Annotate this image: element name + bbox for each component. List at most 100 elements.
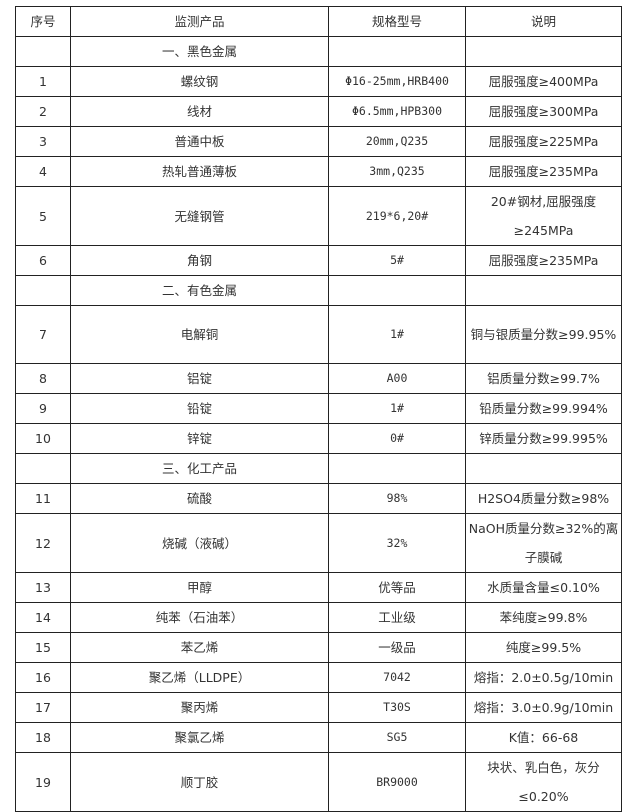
empty-cell [328,36,466,67]
empty-cell [328,275,466,306]
section-title: 一、黑色金属 [70,36,329,67]
cell-product: 普通中板 [70,126,329,157]
cell-no: 13 [15,572,71,603]
cell-desc: 铅质量分数≥99.994% [465,393,622,424]
cell-no: 9 [15,393,71,424]
cell-no: 19 [15,752,71,812]
cell-spec: 优等品 [328,572,466,603]
cell-product: 顺丁胶 [70,752,329,812]
cell-spec: 7042 [328,662,466,693]
header-spec: 规格型号 [328,6,466,37]
cell-desc: 20#钢材,屈服强度≥245MPa [465,186,622,246]
cell-desc: 块状、乳白色，灰分≤0.20% [465,752,622,812]
cell-desc: 屈服强度≥400MPa [465,66,622,97]
table-row: 1 螺纹钢 Φ16-25mm,HRB400 屈服强度≥400MPa [15,66,622,97]
table-row: 3 普通中板 20mm,Q235 屈服强度≥225MPa [15,126,622,157]
cell-spec: SG5 [328,722,466,753]
empty-cell [15,275,71,306]
header-no: 序号 [15,6,71,37]
cell-spec: 98% [328,483,466,514]
cell-no: 16 [15,662,71,693]
cell-desc: 纯度≥99.5% [465,632,622,663]
table-row: 2 线材 Φ6.5mm,HPB300 屈服强度≥300MPa [15,96,622,127]
table-row: 6 角钢 5# 屈服强度≥235MPa [15,245,622,276]
cell-no: 4 [15,156,71,187]
cell-spec: A00 [328,363,466,394]
cell-spec: Φ16-25mm,HRB400 [328,66,466,97]
cell-no: 11 [15,483,71,514]
cell-desc: 屈服强度≥225MPa [465,126,622,157]
table-row: 14 纯苯（石油苯） 工业级 苯纯度≥99.8% [15,602,622,633]
empty-cell [465,36,622,67]
cell-desc: 水质量含量≤0.10% [465,572,622,603]
table-row: 4 热轧普通薄板 3mm,Q235 屈服强度≥235MPa [15,156,622,187]
cell-no: 14 [15,602,71,633]
empty-cell [15,36,71,67]
table-row: 10 锌锭 0# 锌质量分数≥99.995% [15,423,622,454]
cell-product: 铅锭 [70,393,329,424]
table-row: 11 硫酸 98% H2SO4质量分数≥98% [15,483,622,514]
cell-no: 1 [15,66,71,97]
header-desc: 说明 [465,6,622,37]
cell-no: 8 [15,363,71,394]
cell-spec: 工业级 [328,602,466,633]
cell-desc: 熔指：2.0±0.5g/10min [465,662,622,693]
header-product: 监测产品 [70,6,329,37]
cell-spec: T30S [328,692,466,723]
cell-desc: 铝质量分数≥99.7% [465,363,622,394]
table-row: 8 铝锭 A00 铝质量分数≥99.7% [15,363,622,394]
cell-desc: 屈服强度≥300MPa [465,96,622,127]
cell-spec: 32% [328,513,466,573]
cell-desc: 熔指：3.0±0.9g/10min [465,692,622,723]
cell-product: 甲醇 [70,572,329,603]
cell-no: 17 [15,692,71,723]
cell-no: 15 [15,632,71,663]
cell-desc: H2SO4质量分数≥98% [465,483,622,514]
table-row: 9 铅锭 1# 铅质量分数≥99.994% [15,393,622,424]
empty-cell [465,275,622,306]
section-title: 二、有色金属 [70,275,329,306]
section-row: 二、有色金属 [15,275,622,306]
cell-desc: 锌质量分数≥99.995% [465,423,622,454]
header-row: 序号 监测产品 规格型号 说明 [15,6,622,37]
product-table: 序号 监测产品 规格型号 说明 一、黑色金属 1 螺纹钢 Φ16-25mm,HRB40… [15,6,622,812]
cell-spec: Φ6.5mm,HPB300 [328,96,466,127]
cell-no: 2 [15,96,71,127]
section-row: 一、黑色金属 [15,36,622,67]
section-row: 三、化工产品 [15,453,622,484]
cell-product: 热轧普通薄板 [70,156,329,187]
cell-product: 铝锭 [70,363,329,394]
empty-cell [15,453,71,484]
empty-cell [465,453,622,484]
cell-spec: 0# [328,423,466,454]
cell-product: 苯乙烯 [70,632,329,663]
table-row: 17 聚丙烯 T30S 熔指：3.0±0.9g/10min [15,692,622,723]
cell-product: 线材 [70,96,329,127]
cell-spec: 20mm,Q235 [328,126,466,157]
cell-desc: 屈服强度≥235MPa [465,156,622,187]
cell-no: 6 [15,245,71,276]
table-row: 12 烧碱（液碱） 32% NaOH质量分数≥32%的离子膜碱 [15,513,622,573]
cell-spec: BR9000 [328,752,466,812]
cell-spec: 3mm,Q235 [328,156,466,187]
empty-cell [328,453,466,484]
cell-no: 7 [15,305,71,364]
cell-product: 聚氯乙烯 [70,722,329,753]
table-row: 16 聚乙烯（LLDPE） 7042 熔指：2.0±0.5g/10min [15,662,622,693]
cell-desc: 苯纯度≥99.8% [465,602,622,633]
cell-no: 3 [15,126,71,157]
cell-product: 电解铜 [70,305,329,364]
cell-spec: 一级品 [328,632,466,663]
cell-no: 12 [15,513,71,573]
cell-desc: NaOH质量分数≥32%的离子膜碱 [465,513,622,573]
cell-desc: 屈服强度≥235MPa [465,245,622,276]
cell-product: 聚乙烯（LLDPE） [70,662,329,693]
cell-spec: 1# [328,393,466,424]
cell-product: 聚丙烯 [70,692,329,723]
cell-product: 硫酸 [70,483,329,514]
cell-no: 18 [15,722,71,753]
cell-spec: 5# [328,245,466,276]
table-row: 19 顺丁胶 BR9000 块状、乳白色，灰分≤0.20% [15,752,622,812]
cell-spec: 219*6,20# [328,186,466,246]
table-row: 18 聚氯乙烯 SG5 K值：66-68 [15,722,622,753]
